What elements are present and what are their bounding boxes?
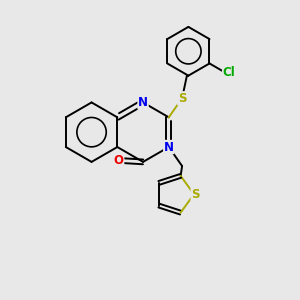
Text: O: O: [114, 154, 124, 167]
Text: N: N: [138, 96, 148, 109]
Text: Cl: Cl: [223, 66, 236, 79]
Text: N: N: [164, 140, 174, 154]
Text: S: S: [178, 92, 186, 105]
Text: S: S: [191, 188, 200, 201]
